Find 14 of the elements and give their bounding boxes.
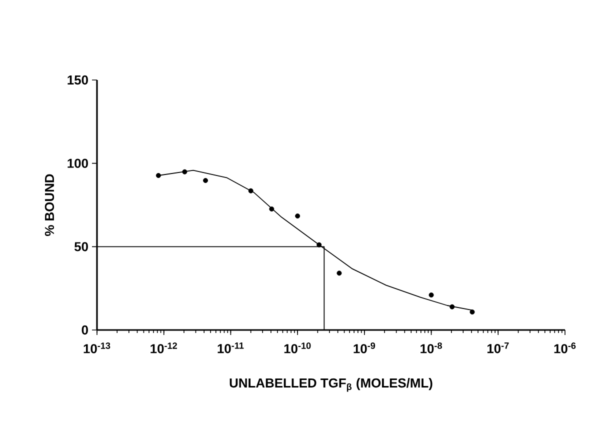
x-tick-label: 10$^{-6}$ — [554, 342, 576, 354]
y-tick-label: 150 — [68, 75, 88, 85]
y-tick-label: 0 — [82, 325, 88, 335]
x-tick-label: 10$^{-10}$ — [284, 342, 311, 354]
x-tick-label: 10$^{-8}$ — [420, 342, 442, 354]
x-tick-label: 10$^{-12}$ — [150, 342, 177, 354]
y-tick-label: 50 — [74, 242, 88, 252]
x-tick-label: 10$^{-13}$ — [84, 342, 110, 354]
x-tick-label: 10$^{-11}$ — [218, 342, 244, 354]
y-tick-label: 100 — [68, 158, 88, 168]
x-tick-label: 10$^{-9}$ — [354, 342, 376, 354]
x-axis-title: UNLABELLED TGF$_{β}$ (MOLES/ML) — [230, 378, 432, 392]
y-axis-title: % BOUND — [44, 174, 54, 236]
x-tick-label: 10$^{-7}$ — [487, 342, 509, 354]
